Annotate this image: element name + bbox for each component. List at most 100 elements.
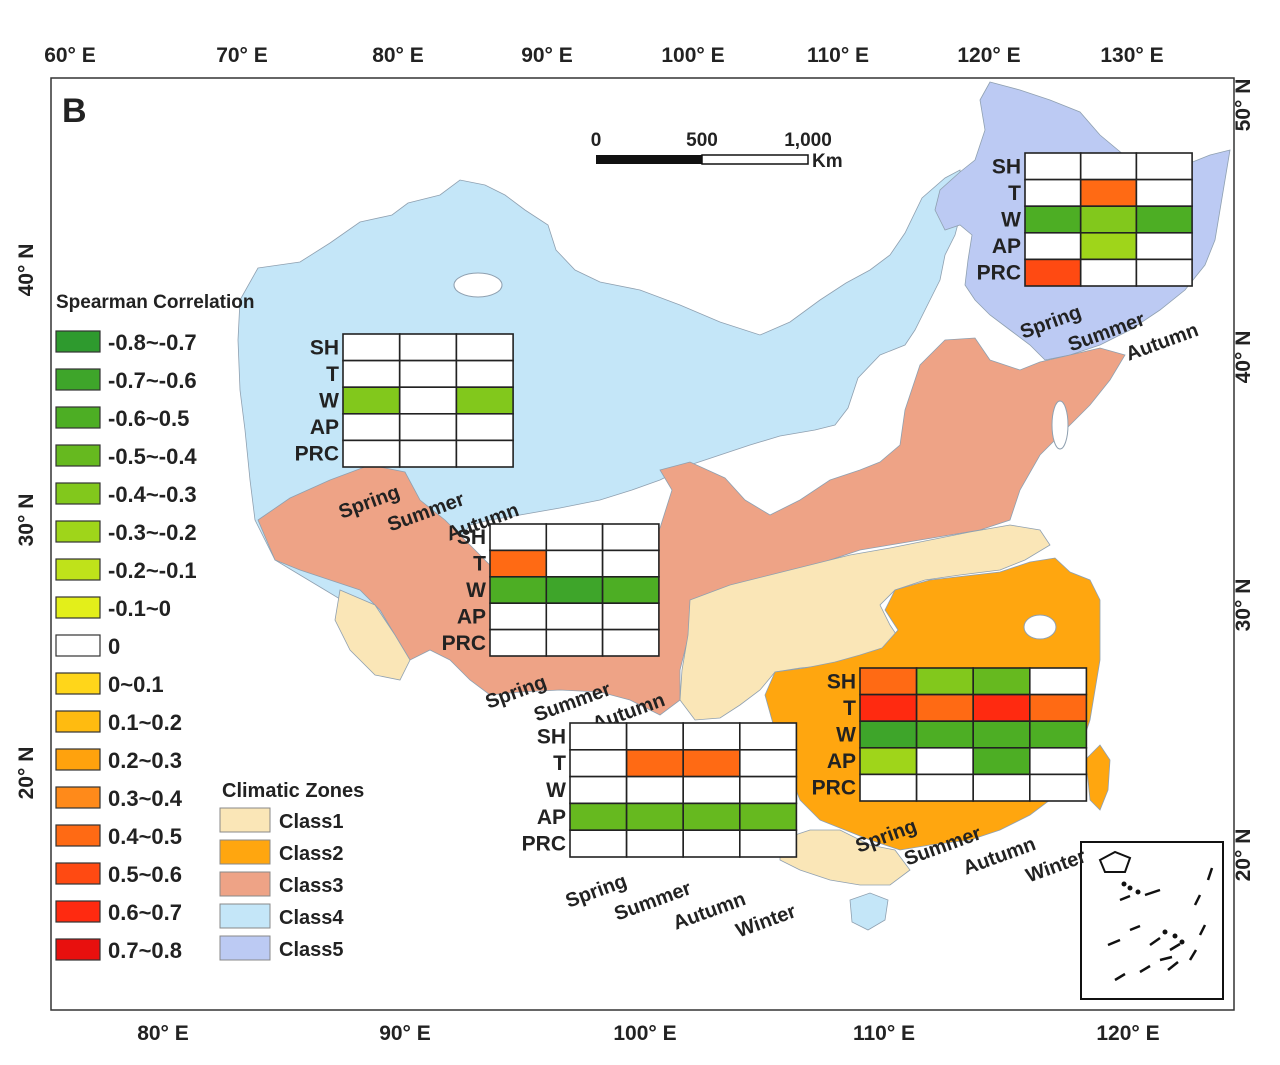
grid-cell xyxy=(682,802,741,832)
grid-row-label: AP xyxy=(457,605,486,628)
top-axis-label: 80° E xyxy=(372,44,424,67)
grid-cell xyxy=(489,602,548,631)
zone-class1-region xyxy=(334,524,1051,886)
grid-cell xyxy=(1029,667,1088,696)
top-axis-label: 60° E xyxy=(44,44,96,67)
bottom-axis-labels: 80° E 90° E 100° E 110° E 120° E xyxy=(137,1022,1159,1045)
grid-cell xyxy=(1024,258,1082,287)
grid-cell xyxy=(569,829,628,858)
grid-cell xyxy=(601,628,660,657)
grid-row-label: W xyxy=(1001,209,1021,232)
legend-swatch xyxy=(55,710,101,733)
zones-legend-title: Climatic Zones xyxy=(222,780,364,802)
grid-cell xyxy=(1079,205,1138,234)
zone-label: Class2 xyxy=(279,843,344,865)
right-axis-label: 30° N xyxy=(1232,579,1255,632)
legend-swatch xyxy=(55,862,101,885)
grid-cell xyxy=(1024,152,1082,181)
top-axis-labels: 60° E 70° E 80° E 90° E 100° E 110° E 12… xyxy=(44,44,1163,67)
grid-cell xyxy=(859,720,918,749)
grid-cell xyxy=(601,549,660,578)
legend-label: -0.6~0.5 xyxy=(108,406,189,431)
grid-row-label: T xyxy=(473,553,486,576)
grid-cell xyxy=(1029,720,1088,749)
grid-cell xyxy=(682,722,741,751)
grid-cell xyxy=(625,748,684,778)
legend-label: -0.8~-0.7 xyxy=(108,330,197,355)
grid-row-label: PRC xyxy=(812,777,856,800)
grid-cell xyxy=(915,693,974,722)
grid-row-label: T xyxy=(1008,182,1021,205)
grid-cell xyxy=(455,412,514,442)
bottom-axis-label: 100° E xyxy=(613,1022,676,1045)
lake xyxy=(1051,400,1069,450)
grid-row-label: PRC xyxy=(522,833,566,856)
grid-cell xyxy=(859,746,918,776)
inset-map xyxy=(1080,841,1224,1000)
grid-row-label: W xyxy=(466,579,486,602)
grid-cell xyxy=(625,802,684,832)
grid-row-label: PRC xyxy=(442,632,486,655)
grid-cell xyxy=(1135,205,1193,234)
grid-cell xyxy=(398,359,458,389)
grid-cell xyxy=(489,628,548,657)
legend-label: 0.5~0.6 xyxy=(108,862,182,887)
grid-cell xyxy=(1029,746,1088,776)
grid-cell xyxy=(569,748,628,778)
bottom-axis-label: 120° E xyxy=(1096,1022,1159,1045)
top-axis-label: 90° E xyxy=(521,44,573,67)
legend-label: 0.3~0.4 xyxy=(108,786,183,811)
top-axis-label: 110° E xyxy=(807,44,869,67)
grid-cell xyxy=(489,549,548,578)
grid-cell xyxy=(1024,178,1082,208)
legend-swatch xyxy=(55,938,101,961)
right-axis-label: 50° N xyxy=(1232,79,1255,132)
legend-label: -0.5~-0.4 xyxy=(108,444,197,469)
grid-cell xyxy=(682,775,741,805)
grid-cell xyxy=(601,602,660,631)
zone-label: Class4 xyxy=(279,907,344,929)
grid-cell xyxy=(342,439,401,468)
hainan-island xyxy=(849,892,889,931)
grid-cell xyxy=(545,628,604,657)
grid-cell xyxy=(972,773,1031,802)
scale-tick: 0 xyxy=(591,130,602,151)
legend-label: 0~0.1 xyxy=(108,672,164,697)
grid-cell xyxy=(1024,232,1082,261)
grid-cell xyxy=(1135,258,1193,287)
grid-cell xyxy=(1135,152,1193,181)
zone-swatch xyxy=(219,903,271,929)
grid-cell xyxy=(489,575,548,604)
grid-cell xyxy=(342,412,401,442)
grid-cell xyxy=(545,602,604,631)
left-axis-label: 40° N xyxy=(15,244,38,297)
grid-row-label: T xyxy=(843,697,856,720)
legend-swatch xyxy=(55,406,101,429)
legend-label: 0 xyxy=(108,634,120,659)
lake xyxy=(1023,614,1057,640)
grid-cell xyxy=(915,773,974,802)
right-axis-labels: 50° N 40° N 30° N 20° N xyxy=(1232,79,1255,882)
grid-cell xyxy=(859,773,918,802)
right-axis-label: 40° N xyxy=(1232,331,1255,384)
top-axis-label: 100° E xyxy=(661,44,724,67)
grid-row-label: SH xyxy=(457,526,486,549)
zone-label: Class1 xyxy=(279,811,344,833)
legend-swatch xyxy=(55,748,101,771)
scale-unit: Km xyxy=(812,151,843,172)
grid-cell xyxy=(1029,773,1088,802)
legend-label: 0.2~0.3 xyxy=(108,748,182,773)
spearman-correlation-legend: Spearman Correlation -0.8~-0.7 -0.7~-0.6 -0… xyxy=(55,292,255,963)
legend-swatch xyxy=(55,330,101,353)
grid-cell xyxy=(625,775,684,805)
grid-cell xyxy=(859,667,918,696)
grid-row-label: W xyxy=(319,390,339,413)
zone-swatch xyxy=(219,807,271,833)
left-axis-label: 30° N xyxy=(15,494,38,547)
legend-label: -0.1~0 xyxy=(108,596,171,621)
grid-cell xyxy=(625,829,684,858)
legend-label: 0.6~0.7 xyxy=(108,900,182,925)
